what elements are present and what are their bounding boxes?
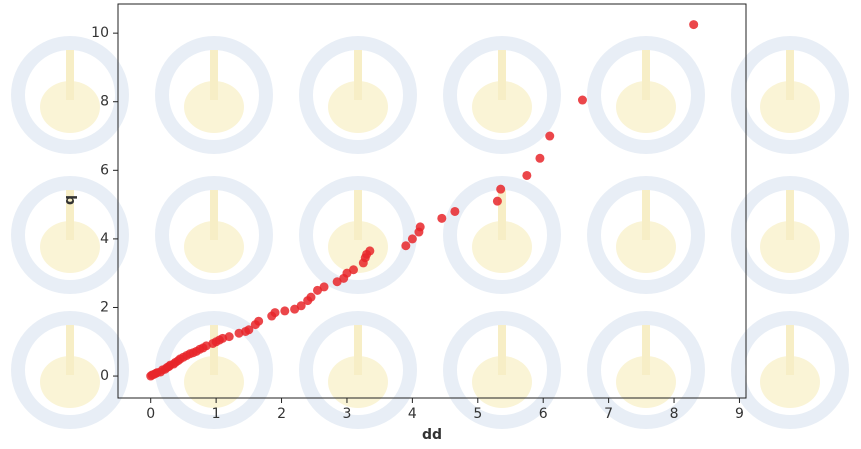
point	[224, 332, 234, 342]
y-axis-label: q	[62, 195, 78, 205]
point	[496, 184, 506, 194]
x-tick-label: 9	[735, 406, 744, 422]
x-tick-label: 7	[604, 406, 613, 422]
x-tick-label: 5	[473, 406, 482, 422]
x-tick-label: 0	[146, 406, 155, 422]
plot-frame	[117, 3, 747, 399]
point	[254, 316, 264, 326]
point	[280, 306, 290, 316]
point	[401, 241, 411, 251]
point	[306, 292, 316, 302]
x-tick-label: 2	[277, 406, 286, 422]
point	[437, 213, 447, 223]
point	[296, 301, 306, 311]
point	[522, 170, 532, 180]
point	[492, 196, 502, 206]
y-tick-label: 2	[100, 299, 109, 315]
x-tick-label: 1	[212, 406, 221, 422]
point	[349, 265, 358, 275]
point	[319, 282, 329, 292]
point	[244, 325, 254, 335]
point	[535, 153, 545, 163]
y-tick-label: 10	[91, 25, 109, 41]
point	[415, 222, 425, 232]
x-tick-label: 4	[408, 406, 417, 422]
point	[545, 131, 555, 141]
x-axis-label: dd	[422, 427, 442, 443]
x-tick-label: 3	[342, 406, 351, 422]
x-tick-label: 8	[670, 406, 679, 422]
point	[450, 206, 460, 216]
point	[365, 246, 375, 256]
y-tick-label: 4	[100, 231, 109, 247]
point	[689, 20, 699, 30]
point	[577, 95, 587, 105]
y-tick-label: 0	[100, 368, 109, 384]
watermark	[18, 43, 842, 422]
point	[270, 308, 280, 318]
x-tick-label: 6	[539, 406, 548, 422]
point	[407, 234, 417, 244]
y-tick-label: 8	[100, 94, 109, 110]
y-tick-label: 6	[100, 162, 109, 178]
